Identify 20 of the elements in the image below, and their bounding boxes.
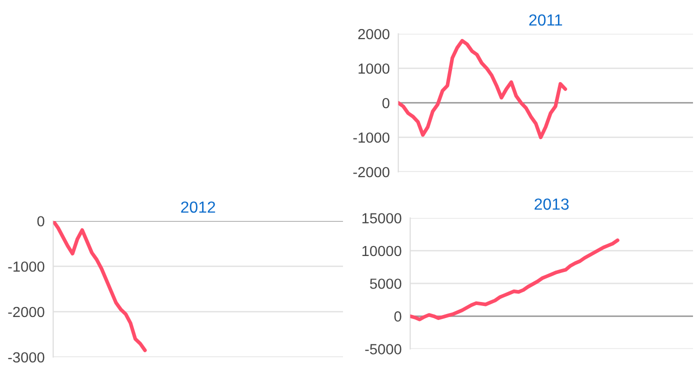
y-tick-label: 5000 — [370, 278, 402, 289]
y-tick-label: 10000 — [362, 246, 402, 256]
y-tick-label: 1000 — [358, 63, 390, 74]
y-tick-label: -3000 — [8, 352, 44, 363]
y-tick-label: -1000 — [8, 261, 44, 272]
y-tick-label: 0 — [394, 311, 402, 322]
line-series — [398, 38, 568, 140]
y-tick-label: 0 — [382, 98, 390, 108]
line-series — [53, 220, 147, 352]
y-tick-label: 15000 — [362, 213, 402, 224]
y-tick-label: -2000 — [8, 306, 44, 318]
y-tick-label: -5000 — [365, 344, 402, 354]
chart-title: 2011 — [529, 14, 562, 26]
y-tick-label: 0 — [37, 216, 44, 226]
chart-title: 2012 — [181, 201, 216, 213]
y-tick-label: -1000 — [353, 132, 390, 143]
line-series — [410, 238, 620, 322]
chart-title: 2013 — [534, 198, 569, 210]
y-tick-label: -2000 — [353, 166, 390, 178]
y-tick-label: 2000 — [358, 28, 390, 40]
